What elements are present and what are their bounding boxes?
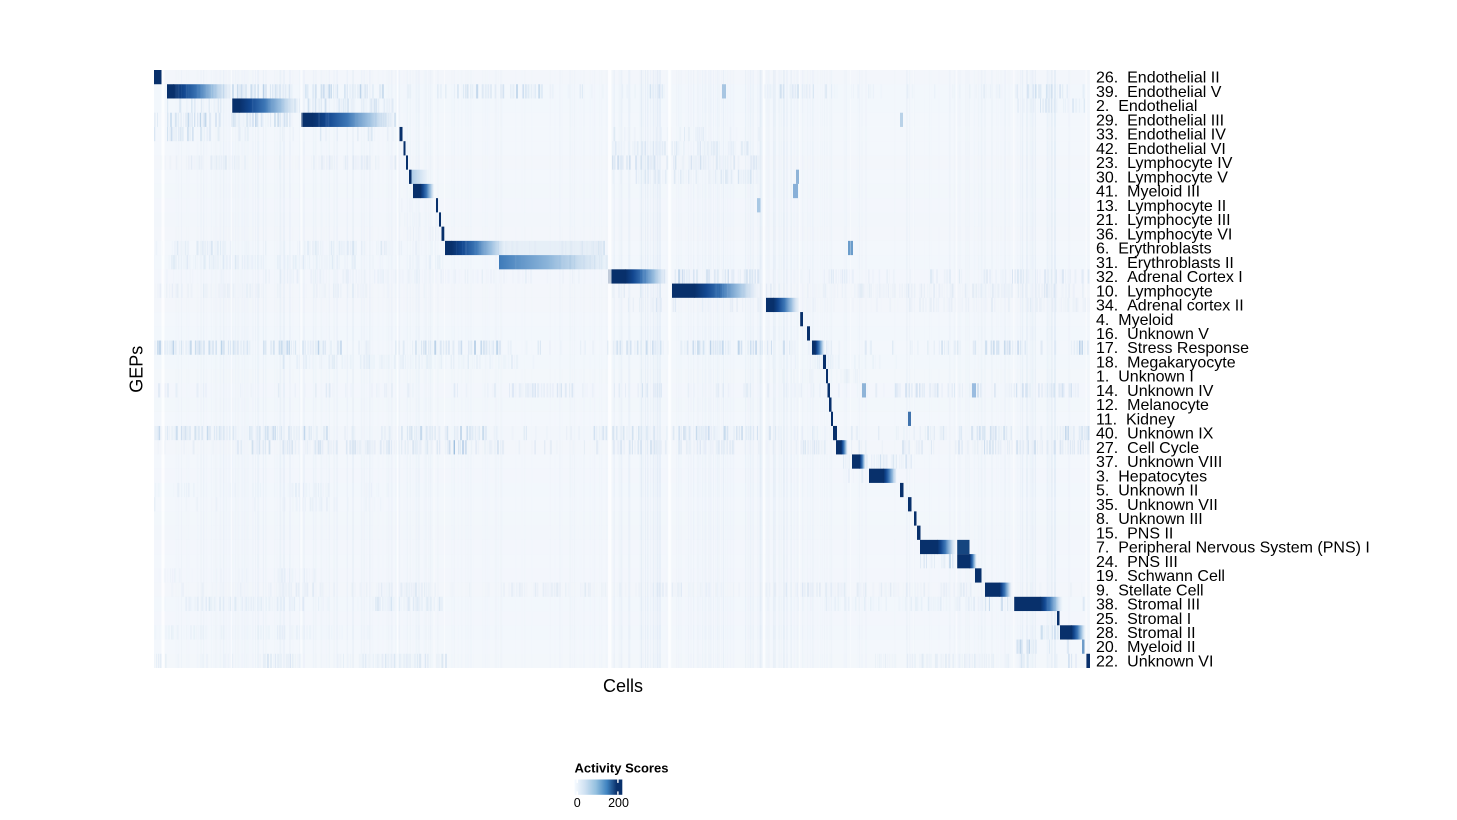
svg-text:4. Myeloid: 4. Myeloid bbox=[1096, 312, 1173, 329]
svg-text:9. Stellate Cell: 9. Stellate Cell bbox=[1096, 582, 1204, 599]
svg-text:11. Kidney: 11. Kidney bbox=[1096, 411, 1175, 428]
svg-text:29. Endothelial III: 29. Endothelial III bbox=[1096, 112, 1224, 129]
svg-text:GEPs: GEPs bbox=[127, 346, 147, 393]
svg-text:33. Endothelial IV: 33. Endothelial IV bbox=[1096, 127, 1226, 144]
svg-text:16. Unknown V: 16. Unknown V bbox=[1096, 326, 1209, 343]
svg-text:22. Unknown VI: 22. Unknown VI bbox=[1096, 654, 1213, 671]
svg-text:14. Unknown IV: 14. Unknown IV bbox=[1096, 383, 1214, 400]
svg-text:8. Unknown III: 8. Unknown III bbox=[1096, 511, 1203, 528]
svg-text:32. Adrenal Cortex I: 32. Adrenal Cortex I bbox=[1096, 269, 1243, 286]
svg-text:31. Erythroblasts II: 31. Erythroblasts II bbox=[1096, 255, 1234, 272]
svg-text:3. Hepatocytes: 3. Hepatocytes bbox=[1096, 468, 1207, 485]
svg-text:20. Myeloid II: 20. Myeloid II bbox=[1096, 639, 1196, 656]
svg-text:0: 0 bbox=[574, 796, 581, 810]
svg-text:38. Stromal III: 38. Stromal III bbox=[1096, 597, 1200, 614]
svg-text:24. PNS III: 24. PNS III bbox=[1096, 554, 1178, 571]
svg-text:23. Lymphocyte IV: 23. Lymphocyte IV bbox=[1096, 155, 1233, 172]
svg-text:21. Lymphocyte III: 21. Lymphocyte III bbox=[1096, 212, 1231, 229]
svg-text:200: 200 bbox=[608, 796, 629, 810]
svg-text:10. Lymphocyte: 10. Lymphocyte bbox=[1096, 283, 1213, 300]
svg-text:34. Adrenal cortex II: 34. Adrenal cortex II bbox=[1096, 298, 1244, 315]
svg-text:26. Endothelial II: 26. Endothelial II bbox=[1096, 70, 1220, 87]
svg-text:35. Unknown VII: 35. Unknown VII bbox=[1096, 497, 1218, 514]
svg-text:6. Erythroblasts: 6. Erythroblasts bbox=[1096, 241, 1212, 258]
svg-text:19. Schwann Cell: 19. Schwann Cell bbox=[1096, 568, 1225, 585]
svg-text:41. Myeloid III: 41. Myeloid III bbox=[1096, 184, 1200, 201]
svg-text:1. Unknown I: 1. Unknown I bbox=[1096, 369, 1194, 386]
svg-text:40. Unknown IX: 40. Unknown IX bbox=[1096, 426, 1214, 443]
svg-text:7. Peripheral Nervous System: 7. Peripheral Nervous System (PNS) I bbox=[1096, 540, 1370, 557]
svg-text:2. Endothelial: 2. Endothelial bbox=[1096, 98, 1197, 115]
svg-text:37. Unknown VIII: 37. Unknown VIII bbox=[1096, 454, 1222, 471]
svg-text:18. Megakaryocyte: 18. Megakaryocyte bbox=[1096, 355, 1236, 372]
svg-text:25. Stromal I: 25. Stromal I bbox=[1096, 611, 1191, 628]
svg-text:39. Endothelial V: 39. Endothelial V bbox=[1096, 84, 1222, 101]
svg-text:Cells: Cells bbox=[603, 676, 643, 696]
svg-text:28. Stromal II: 28. Stromal II bbox=[1096, 625, 1196, 642]
svg-text:Activity Scores: Activity Scores bbox=[575, 761, 669, 776]
svg-text:36. Lymphocyte VI: 36. Lymphocyte VI bbox=[1096, 226, 1232, 243]
svg-text:17. Stress Response: 17. Stress Response bbox=[1096, 340, 1249, 357]
svg-text:13. Lymphocyte II: 13. Lymphocyte II bbox=[1096, 198, 1226, 215]
svg-text:27. Cell Cycle: 27. Cell Cycle bbox=[1096, 440, 1199, 457]
svg-text:42. Endothelial VI: 42. Endothelial VI bbox=[1096, 141, 1226, 158]
svg-text:30. Lymphocyte V: 30. Lymphocyte V bbox=[1096, 169, 1228, 186]
svg-text:12. Melanocyte: 12. Melanocyte bbox=[1096, 397, 1209, 414]
svg-text:15. PNS II: 15. PNS II bbox=[1096, 525, 1173, 542]
svg-text:5. Unknown II: 5. Unknown II bbox=[1096, 483, 1198, 500]
